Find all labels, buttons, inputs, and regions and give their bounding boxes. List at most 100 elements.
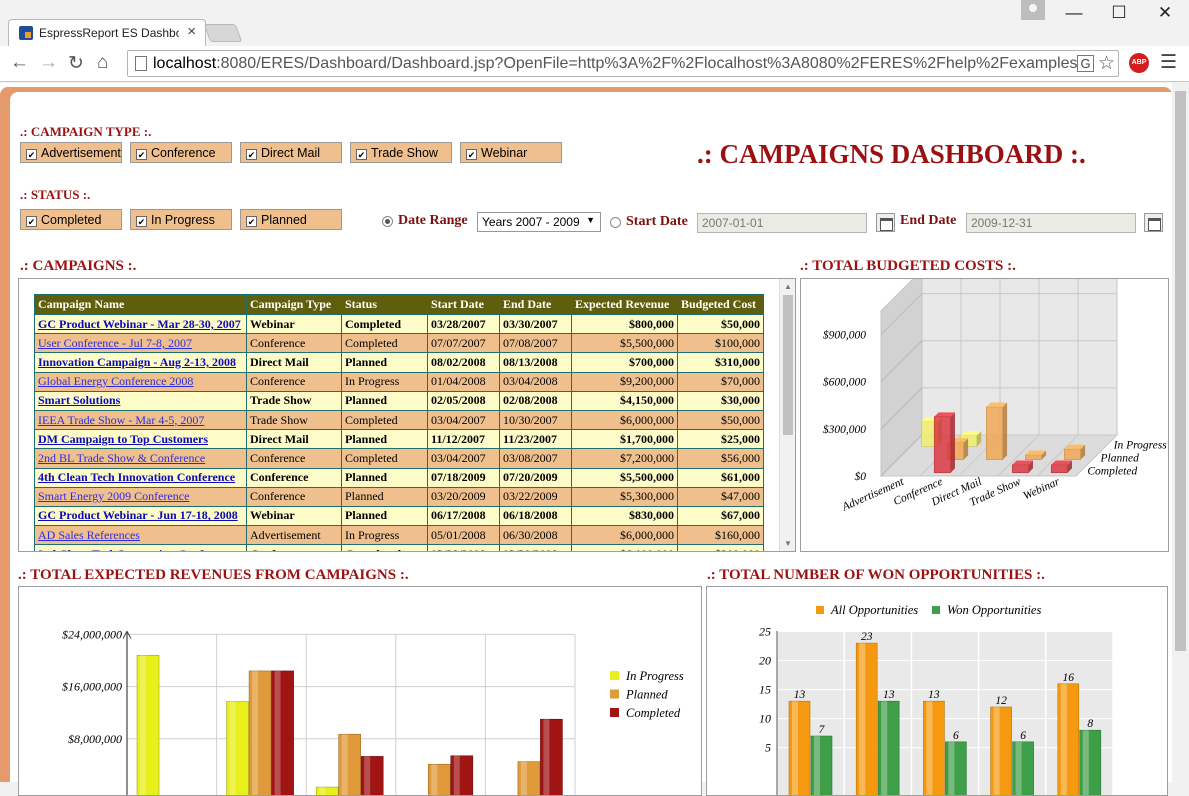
menu-icon[interactable]: ☰ (1160, 52, 1178, 73)
campaign-link[interactable]: Smart Solutions (38, 393, 121, 408)
campaign-link[interactable]: User Conference - Jul 7-8, 2007 (38, 335, 192, 350)
page-scrollbar-thumb[interactable] (1175, 91, 1186, 651)
back-icon[interactable]: ← (10, 52, 29, 73)
checkbox-trade-show[interactable]: ✔ Trade Show (350, 142, 452, 163)
campaign-name-cell: IEEA Trade Show - Mar 4-5, 2007 (34, 409, 247, 431)
checkbox-check-icon[interactable]: ✔ (136, 216, 147, 227)
end-date-field[interactable]: 2009-12-31 (966, 213, 1136, 233)
start-date-calendar-icon[interactable] (876, 213, 895, 232)
column-header[interactable]: Expected Revenue (571, 294, 678, 315)
campaign-link[interactable]: DM Campaign to Top Customers (38, 431, 209, 446)
bar-side (963, 438, 969, 460)
column-header[interactable]: Campaign Name (34, 294, 247, 315)
campaign-link[interactable]: Smart Energy 2009 Conference (38, 489, 190, 504)
start-date-field[interactable]: 2007-01-01 (697, 213, 867, 233)
bar-body (810, 735, 833, 795)
campaign-name-cell: Smart Solutions (34, 390, 247, 411)
table-cell: 01/04/2008 (427, 371, 500, 392)
campaign-link[interactable]: GC Product Webinar - Mar 28-30, 2007 (38, 316, 241, 331)
bar-highlight (1082, 730, 1089, 795)
column-header[interactable]: Campaign Type (246, 294, 342, 315)
new-tab-button[interactable] (203, 24, 243, 42)
bar-highlight (431, 764, 438, 795)
table-row: 4th Clean Tech Innovation Conference Conf… (34, 467, 764, 488)
date-range-label: Date Range (398, 213, 468, 228)
opportunity-bar (1057, 683, 1080, 795)
campaign-link[interactable]: AD Sales References (38, 527, 140, 542)
close-tab-icon[interactable]: × (187, 23, 196, 40)
browser-tab[interactable]: EspressReport ES Dashboa × (8, 19, 206, 46)
checkbox-check-icon[interactable]: ✔ (136, 149, 147, 160)
checkbox-check-icon[interactable]: ✔ (246, 149, 257, 160)
campaigns-scrollbar[interactable]: ▲ ▼ (779, 279, 795, 551)
campaign-link[interactable]: 2nd BL Trade Show & Conference (38, 450, 206, 465)
bar-side (950, 412, 955, 473)
date-range-radio[interactable] (382, 216, 393, 227)
budget-bar (1050, 460, 1072, 473)
legend-label: Planned (625, 688, 668, 702)
bar-side (1041, 450, 1047, 460)
scroll-up-icon[interactable]: ▲ (784, 282, 792, 291)
profile-icon[interactable] (1021, 0, 1045, 20)
table-cell: Conference (246, 333, 342, 354)
table-cell: 02/08/2008 (499, 390, 572, 411)
table-cell: $67,000 (677, 505, 764, 527)
dashboard-title: .: CAMPAIGNS DASHBOARD :. (697, 139, 1086, 169)
campaign-link[interactable]: Global Energy Conference 2008 (38, 374, 194, 389)
end-date-calendar-icon[interactable] (1144, 213, 1163, 232)
campaign-type-heading: .: CAMPAIGN TYPE :. (20, 124, 152, 139)
url-path: :8080/ERES/Dashboard/Dashboard.jsp?OpenF… (216, 55, 1078, 72)
campaign-link[interactable]: GC Product Webinar - Jun 17-18, 2008 (38, 508, 238, 523)
opportunity-bar (1079, 729, 1102, 795)
checkbox-conference[interactable]: ✔ Conference (130, 142, 232, 163)
checkbox-advertisement[interactable]: ✔ Advertisement (20, 142, 122, 163)
checkbox-webinar[interactable]: ✔ Webinar (460, 142, 562, 163)
forward-icon[interactable]: → (39, 52, 58, 73)
maximize-icon[interactable]: ☐ (1111, 3, 1127, 22)
minimize-icon[interactable]: — (1065, 3, 1083, 22)
opportunities-chart-panel: 5 10 15 20 25 13 23 13 12 16 7 13 6 6 8 All Opportuniti… (706, 586, 1168, 796)
column-header[interactable]: Budgeted Cost (677, 294, 764, 315)
checkbox-check-icon[interactable]: ✔ (356, 149, 367, 160)
scroll-down-icon[interactable]: ▼ (784, 539, 792, 548)
bar-highlight (252, 670, 259, 795)
checkbox-planned[interactable]: ✔ Planned (240, 209, 342, 230)
legend-label: In Progress (625, 669, 684, 683)
checkbox-in-progress[interactable]: ✔ In Progress (130, 209, 232, 230)
campaign-name-cell: 4th Clean Tech Innovation Conference (34, 467, 247, 488)
y-tick-label: $300,000 (823, 423, 866, 436)
checkbox-check-icon[interactable]: ✔ (466, 149, 477, 160)
data-label: 16 (1063, 672, 1075, 684)
campaign-link[interactable]: Innovation Campaign - Aug 2-13, 2008 (38, 354, 237, 369)
column-header[interactable]: Status (341, 294, 428, 315)
table-cell: $70,000 (677, 371, 764, 392)
page-scrollbar[interactable] (1172, 83, 1189, 782)
table-cell: $4,150,000 (571, 390, 678, 411)
y-tick-label: 20 (759, 654, 771, 668)
address-bar[interactable]: localhost:8080/ERES/Dashboard/Dashboard.… (127, 50, 1119, 77)
column-header[interactable]: Start Date (427, 294, 500, 315)
reload-icon[interactable]: ↻ (68, 53, 84, 74)
checkbox-completed[interactable]: ✔ Completed (20, 209, 122, 230)
date-range-select[interactable]: Years 2007 - 2009 ▼ (477, 212, 601, 232)
checkbox-check-icon[interactable]: ✔ (246, 216, 257, 227)
close-window-icon[interactable]: ✕ (1157, 3, 1173, 22)
home-icon[interactable]: ⌂ (97, 52, 109, 73)
campaign-link[interactable]: IEEA Trade Show - Mar 4-5, 2007 (38, 412, 205, 427)
start-date-radio[interactable] (610, 217, 621, 228)
table-header-row: Campaign Name Campaign Type Status Start Da… (34, 294, 764, 315)
campaign-link[interactable]: 4th Clean Tech Innovation Conference (38, 470, 236, 485)
revenue-bar (136, 654, 160, 795)
checkbox-check-icon[interactable]: ✔ (26, 216, 37, 227)
checkbox-direct-mail[interactable]: ✔ Direct Mail (240, 142, 342, 163)
table-cell: 03/08/2007 (499, 448, 572, 469)
translate-icon[interactable]: G (1077, 55, 1094, 72)
campaigns-scrollbar-thumb[interactable] (783, 295, 793, 435)
campaign-link[interactable]: 3rd Clean Tech Innovation Conf (38, 547, 203, 551)
page-viewport: .: CAMPAIGN TYPE :. ✔ Advertisement ✔ Conf… (0, 83, 1189, 796)
checkbox-check-icon[interactable]: ✔ (26, 149, 37, 160)
table-cell: 10/30/2007 (499, 409, 572, 431)
bookmark-star-icon[interactable]: ☆ (1097, 53, 1115, 74)
column-header[interactable]: End Date (499, 294, 572, 315)
adblock-icon[interactable]: ABP (1129, 53, 1149, 73)
